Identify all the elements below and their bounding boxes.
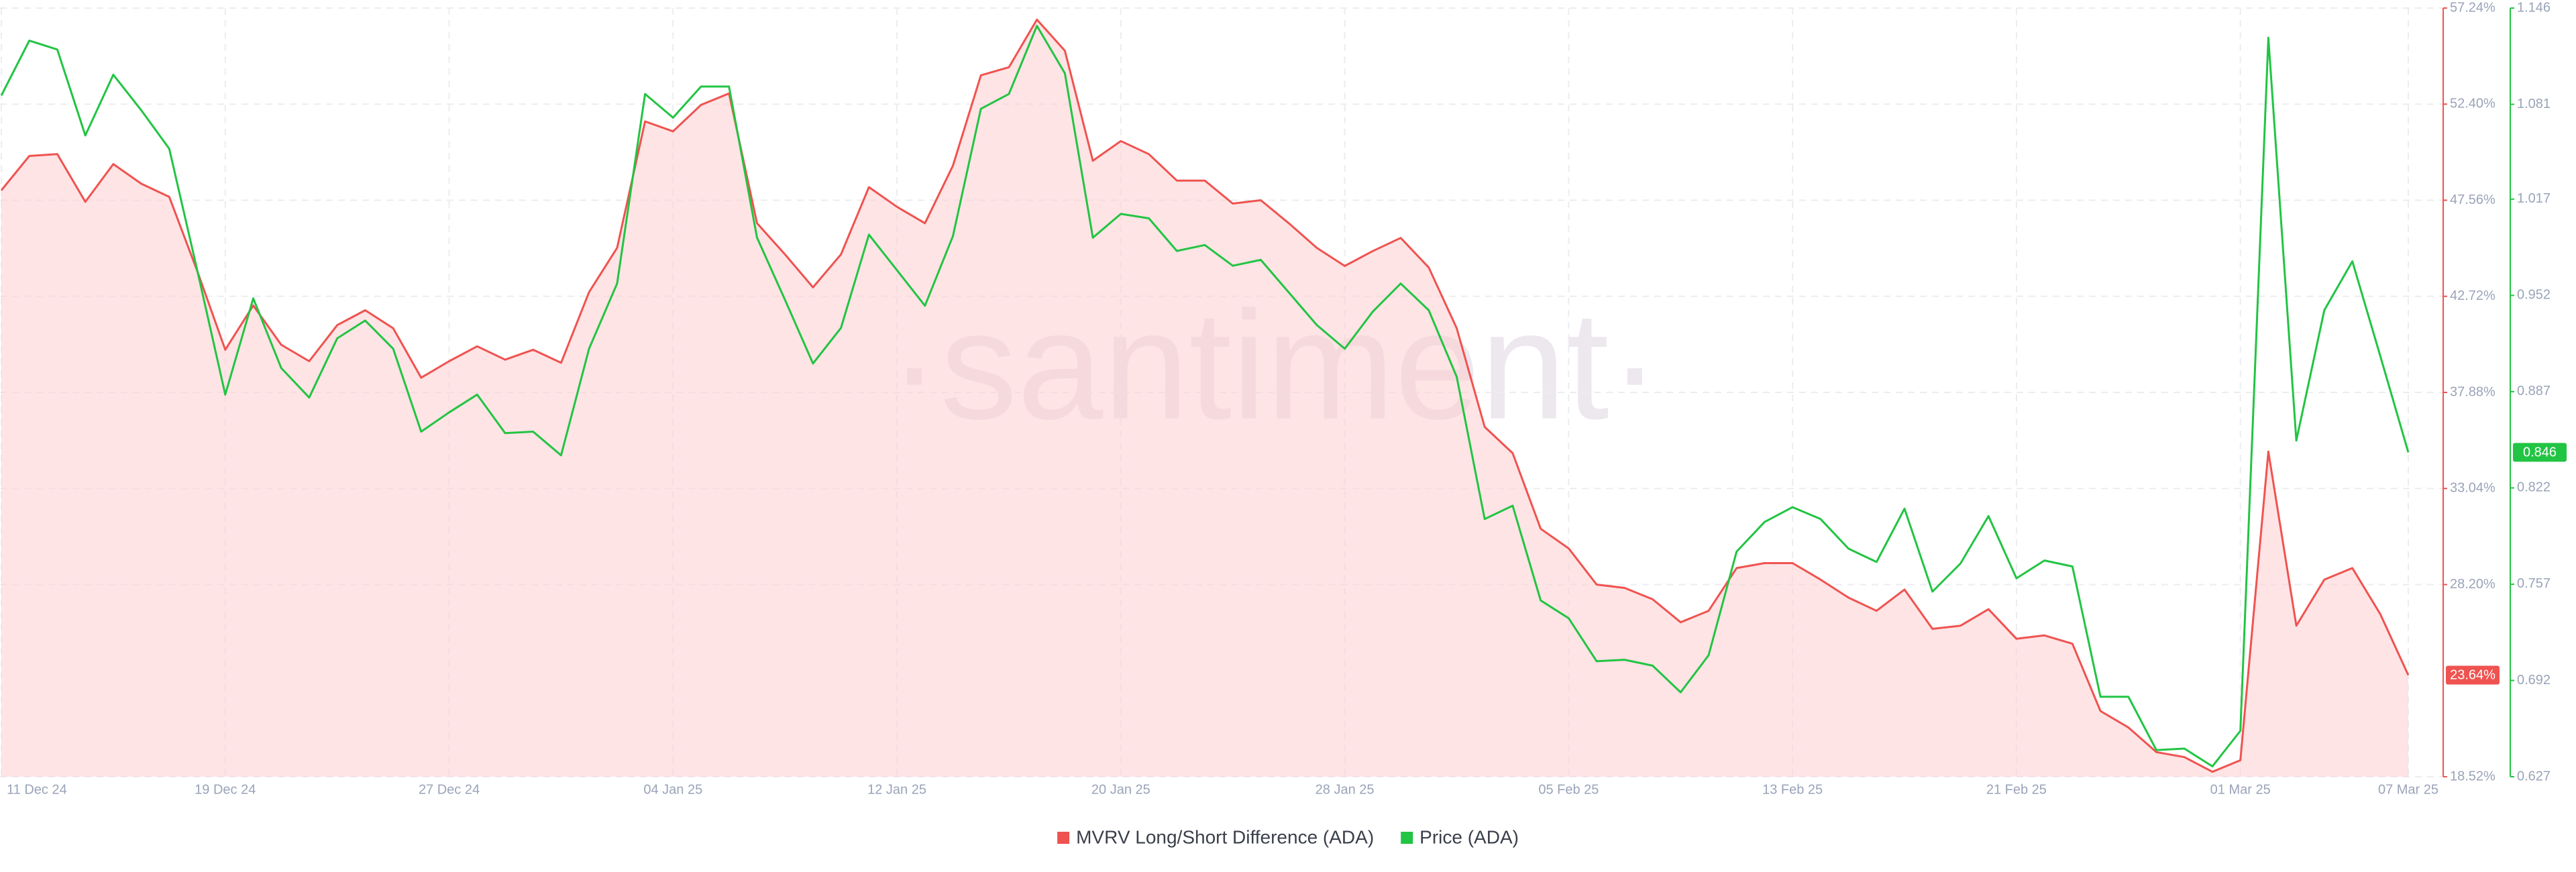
legend-label: Price (ADA)	[1419, 826, 1519, 847]
x-tick-label: 11 Dec 24	[7, 782, 67, 797]
y-tick-label: 28.20%	[2450, 577, 2496, 592]
y-tick-label: 42.72%	[2450, 288, 2496, 303]
value-label: 0.846	[2523, 445, 2557, 460]
y2-tick-label: 1.146	[2517, 0, 2551, 15]
y-tick-label: 52.40%	[2450, 97, 2496, 111]
x-tick-label: 12 Jan 25	[867, 782, 926, 797]
x-tick-label: 13 Feb 25	[1762, 782, 1823, 797]
x-tick-label: 21 Feb 25	[1986, 782, 2047, 797]
y-tick-label: 33.04%	[2450, 481, 2496, 496]
legend-swatch	[1401, 832, 1413, 844]
y2-tick-label: 1.081	[2517, 97, 2551, 111]
x-tick-label: 28 Jan 25	[1316, 782, 1375, 797]
y2-tick-label: 1.017	[2517, 191, 2551, 206]
legend: MVRV Long/Short Difference (ADA) Price (A…	[1057, 826, 1519, 847]
value-badge	[2513, 443, 2567, 462]
x-tick-label: 20 Jan 25	[1091, 782, 1150, 797]
legend-label: MVRV Long/Short Difference (ADA)	[1076, 826, 1374, 847]
x-tick-label: 04 Jan 25	[643, 782, 702, 797]
value-badge	[2446, 665, 2500, 685]
y2-tick-label: 0.757	[2517, 576, 2551, 591]
x-tick-label: 05 Feb 25	[1538, 782, 1599, 797]
y-tick-label: 37.88%	[2450, 384, 2496, 399]
area	[1, 19, 2408, 777]
x-tick-label: 27 Dec 24	[419, 782, 480, 797]
x-tick-label: 01 Mar 25	[2210, 782, 2271, 797]
y2-tick-label: 0.692	[2517, 673, 2551, 688]
line	[0, 18, 2410, 773]
line	[0, 25, 2410, 767]
x-tick-label: 19 Dec 24	[195, 782, 256, 797]
value-label: 23.64%	[2450, 668, 2496, 683]
y2-tick-label: 0.822	[2517, 480, 2551, 495]
y-tick-label: 47.56%	[2450, 193, 2496, 207]
y2-tick-label: 0.627	[2517, 769, 2551, 783]
legend-swatch	[1057, 832, 1070, 844]
y-tick-label: 18.52%	[2450, 769, 2496, 783]
x-tick-label: 07 Mar 25	[2378, 782, 2438, 797]
y2-tick-label: 0.952	[2517, 288, 2551, 303]
y-tick-label: 57.24%	[2450, 0, 2496, 15]
y2-tick-label: 0.887	[2517, 384, 2551, 398]
